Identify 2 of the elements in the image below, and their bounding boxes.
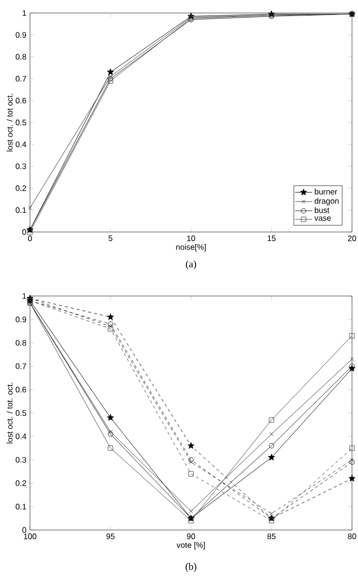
text: (b) (186, 562, 196, 572)
text: (a) (186, 260, 196, 270)
